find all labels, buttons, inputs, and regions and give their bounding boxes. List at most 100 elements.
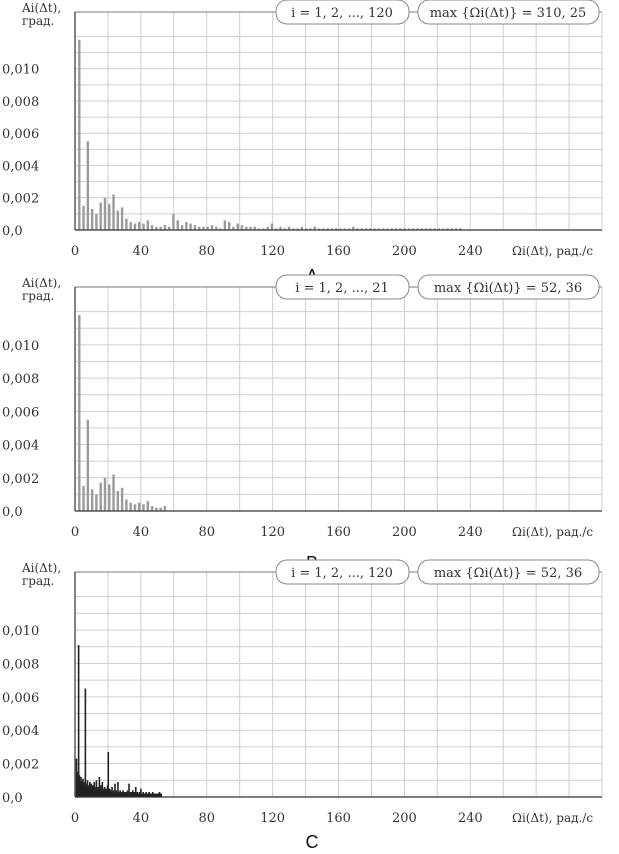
bar	[78, 39, 81, 231]
bar	[144, 793, 147, 797]
x-axis-label: Ωi(Δt), рад./с	[512, 244, 593, 258]
bar	[88, 788, 90, 797]
bar	[91, 788, 93, 797]
bar	[111, 786, 113, 797]
x-tick-label: 80	[198, 525, 215, 540]
bar	[116, 491, 120, 511]
y-tick-label: 0,008	[2, 95, 39, 110]
bar	[112, 474, 115, 511]
bar	[412, 228, 415, 230]
bar	[326, 228, 329, 230]
x-tick-label: 40	[133, 811, 150, 826]
y-tick-label: 0,010	[2, 339, 39, 354]
bar	[89, 786, 92, 797]
x-tick-label: 120	[260, 244, 285, 259]
bar	[76, 771, 78, 797]
bar	[219, 228, 222, 230]
bar	[133, 504, 137, 511]
x-tick-label: 200	[392, 525, 417, 540]
bar	[390, 228, 394, 230]
bar	[128, 783, 130, 797]
bar	[108, 788, 111, 797]
chart-panel-b: 0,0 0,002 0,004 0,006 0,008 0,010 0 40 80 120 160 2…	[2, 274, 603, 573]
bar	[116, 210, 120, 230]
bar	[373, 228, 376, 230]
bar	[134, 786, 137, 797]
y-tick-label: 0,0	[2, 505, 23, 520]
y-tick-label: 0,004	[2, 159, 39, 174]
x-axis-label: Ωi(Δt), рад./с	[512, 525, 593, 539]
annotation-range-box	[275, 0, 410, 25]
bar	[125, 499, 128, 511]
bar	[86, 141, 90, 230]
annotation-range: i = 1, 2, ..., 21	[295, 281, 389, 296]
x-tick-label: 240	[458, 525, 483, 540]
x-tick-label: 160	[326, 811, 351, 826]
annotation-max-box	[417, 0, 600, 25]
bar	[185, 221, 188, 230]
bar	[92, 790, 95, 797]
bar	[313, 226, 316, 230]
bar	[135, 793, 138, 797]
bar	[322, 228, 325, 230]
bar	[116, 791, 118, 797]
x-tick-label: 200	[392, 244, 417, 259]
y-tick-label: 0,002	[2, 192, 39, 207]
x-tick-label: 240	[458, 811, 483, 826]
bar	[343, 228, 346, 230]
bar	[99, 482, 102, 511]
bar	[266, 226, 269, 230]
bar	[119, 790, 121, 797]
bar	[146, 501, 149, 511]
bar	[287, 226, 291, 230]
bar	[114, 783, 116, 797]
y-tick-label: 0,008	[2, 657, 39, 672]
x-tick-label: 40	[133, 525, 150, 540]
bar	[163, 506, 167, 511]
bar	[126, 790, 129, 797]
bar	[148, 793, 151, 797]
bar	[140, 788, 142, 797]
x-tick-label: 80	[198, 811, 215, 826]
bar	[257, 228, 261, 230]
bar	[150, 506, 154, 511]
bar	[151, 791, 154, 797]
bar	[77, 645, 80, 797]
bar	[283, 228, 287, 230]
bar	[157, 793, 160, 797]
bar	[347, 228, 351, 230]
bar	[85, 783, 87, 797]
bar	[107, 751, 110, 797]
y-tick-label: 0,006	[2, 405, 39, 420]
x-tick-label: 40	[133, 244, 150, 259]
bar	[215, 226, 218, 230]
y-axis-label: град.	[22, 289, 54, 303]
bar	[86, 780, 89, 797]
bar	[227, 221, 231, 230]
bar	[189, 223, 192, 230]
bar	[206, 226, 209, 230]
bar	[154, 793, 157, 797]
bar	[131, 793, 133, 797]
bar	[90, 209, 94, 230]
bar	[249, 226, 252, 230]
bar	[433, 228, 436, 230]
y-tick-label: 0,006	[2, 127, 39, 142]
bar	[296, 228, 299, 230]
bar	[245, 226, 248, 230]
bar	[399, 228, 402, 230]
bar	[125, 218, 128, 230]
bar	[360, 228, 364, 230]
bar	[394, 228, 398, 230]
bar	[172, 213, 175, 230]
bar	[82, 205, 85, 230]
annotation-max: max {Ωi(Δt)} = 52, 36	[434, 566, 582, 581]
x-tick-label: 120	[260, 811, 285, 826]
bar	[142, 504, 145, 511]
annotation-max-box	[417, 559, 600, 585]
x-axis-label: Ωi(Δt), рад./с	[512, 811, 593, 825]
bar	[240, 225, 244, 230]
bar	[382, 228, 385, 230]
bar	[459, 228, 462, 230]
bar	[143, 793, 145, 797]
